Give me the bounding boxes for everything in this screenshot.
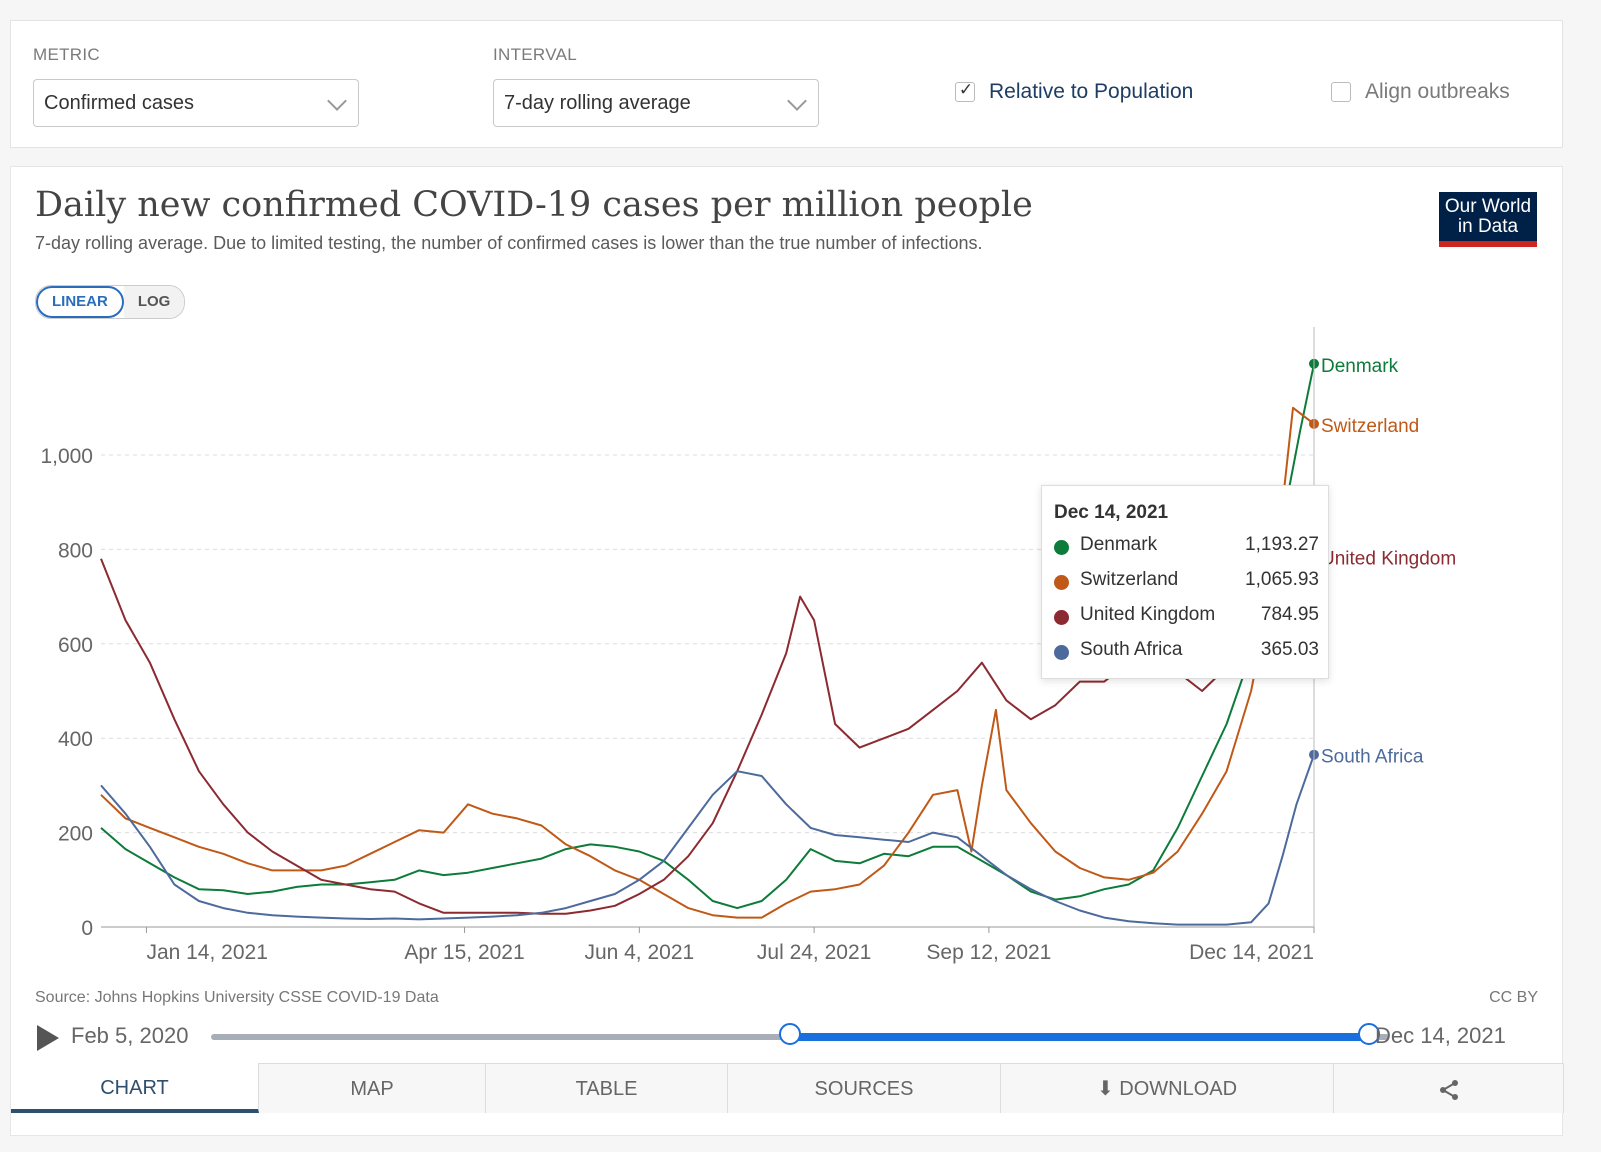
interval-select[interactable]: 7-day rolling average (493, 79, 819, 127)
linear-scale-button[interactable]: LINEAR (36, 286, 124, 318)
interval-value: 7-day rolling average (504, 92, 691, 114)
play-icon[interactable] (37, 1025, 59, 1051)
controls-bar: METRIC Confirmed cases INTERVAL 7-day ro… (10, 20, 1563, 148)
tab-sources[interactable]: SOURCES (728, 1063, 1001, 1113)
owid-logo[interactable]: Our World in Data (1439, 192, 1537, 247)
series-end-label: South Africa (1321, 747, 1424, 768)
chart-subtitle: 7-day rolling average. Due to limited te… (35, 233, 983, 253)
log-scale-button[interactable]: LOG (123, 286, 185, 318)
y-tick-label: 200 (58, 823, 93, 846)
logo-line-2: in Data (1457, 216, 1519, 237)
series-end-label: Switzerland (1321, 416, 1419, 437)
tab-download[interactable]: ⬇ DOWNLOAD (1001, 1063, 1334, 1113)
tooltip-series-name: South Africa (1080, 639, 1183, 660)
series-end-label: Denmark (1321, 356, 1399, 377)
tooltip-row: United Kingdom 784.95 (1054, 604, 1319, 632)
series-color-dot (1054, 575, 1069, 590)
license-link[interactable]: CC BY (1489, 989, 1538, 1006)
tooltip-series-name: Denmark (1080, 534, 1158, 555)
metric-label: METRIC (33, 45, 100, 64)
y-tick-label: 0 (81, 917, 93, 940)
tooltip-series-value: 784.95 (1260, 604, 1319, 625)
check-icon: ✓ (958, 80, 974, 99)
series-line-south-africa (100, 754, 1315, 926)
x-tick-label: Apr 15, 2021 (404, 941, 524, 964)
tooltip-series-value: 1,065.93 (1245, 569, 1319, 590)
series-color-dot (1054, 540, 1069, 555)
y-tick-label: 600 (58, 634, 93, 657)
line-chart: 0 200 400 600 800 1,000 Jan 14, 2021 Apr 15, 20… (40, 327, 1456, 964)
timeline-start-label: Feb 5, 2020 (71, 1023, 189, 1048)
tooltip-series-name: Switzerland (1080, 569, 1179, 590)
series-line-switzerland (100, 406, 1315, 919)
x-tick-label: Jun 4, 2021 (584, 941, 694, 964)
y-tick-label: 800 (58, 539, 93, 562)
x-tick-label: Jul 24, 2021 (757, 941, 871, 964)
align-checkbox[interactable] (1331, 82, 1351, 102)
tooltip-row: Denmark 1,193.27 (1054, 534, 1319, 562)
download-icon: ⬇ (1096, 1078, 1120, 1100)
tooltip-series-name: United Kingdom (1080, 604, 1216, 625)
chart-tooltip: Dec 14, 2021 Denmark 1,193.27 Switzerlan… (1041, 485, 1329, 679)
metric-value: Confirmed cases (44, 92, 195, 114)
download-label: DOWNLOAD (1119, 1078, 1238, 1100)
series-color-dot (1054, 610, 1069, 625)
tab-chart[interactable]: CHART (11, 1063, 259, 1113)
y-tick-label: 1,000 (40, 445, 93, 468)
tab-table[interactable]: TABLE (486, 1063, 728, 1113)
share-icon (1439, 1079, 1458, 1100)
series-color-dot (1054, 645, 1069, 660)
relative-label[interactable]: Relative to Population (989, 80, 1194, 103)
timeline: Feb 5, 2020 Dec 14, 2021 (11, 1017, 1564, 1057)
series-end-label: United Kingdom (1321, 549, 1456, 570)
tooltip-series-value: 1,193.27 (1245, 534, 1319, 555)
chevron-down-icon (327, 91, 347, 111)
tab-map[interactable]: MAP (259, 1063, 486, 1113)
chevron-down-icon (787, 91, 807, 111)
timeline-selected-range (790, 1033, 1369, 1041)
relative-checkbox[interactable]: ✓ (955, 80, 975, 102)
align-label[interactable]: Align outbreaks (1365, 80, 1510, 103)
timeline-end-label: Dec 14, 2021 (1375, 1023, 1506, 1048)
timeline-end-handle[interactable] (1358, 1023, 1380, 1045)
chart-panel: Daily new confirmed COVID-19 cases per m… (10, 166, 1564, 1136)
share-button[interactable] (1334, 1063, 1564, 1113)
tooltip-row: Switzerland 1,065.93 (1054, 569, 1319, 597)
x-tick-label: Dec 14, 2021 (1189, 941, 1314, 964)
scale-toggle: LINEAR LOG (35, 285, 186, 319)
interval-label: INTERVAL (493, 45, 577, 64)
chart-title: Daily new confirmed COVID-19 cases per m… (35, 185, 1033, 225)
tooltip-date: Dec 14, 2021 (1054, 502, 1169, 523)
tooltip-series-value: 365.03 (1260, 639, 1319, 660)
timeline-start-handle[interactable] (779, 1023, 801, 1045)
tab-bar: CHART MAP TABLE SOURCES ⬇ DOWNLOAD (11, 1063, 1564, 1113)
series-line-denmark (100, 363, 1315, 910)
x-tick-label: Sep 12, 2021 (926, 941, 1051, 964)
x-tick-label: Jan 14, 2021 (146, 941, 267, 964)
logo-line-1: Our World (1444, 196, 1532, 217)
tooltip-row: South Africa 365.03 (1054, 639, 1319, 667)
metric-select[interactable]: Confirmed cases (33, 79, 359, 127)
source-note[interactable]: Source: Johns Hopkins University CSSE CO… (35, 989, 439, 1006)
y-tick-label: 400 (58, 728, 93, 751)
